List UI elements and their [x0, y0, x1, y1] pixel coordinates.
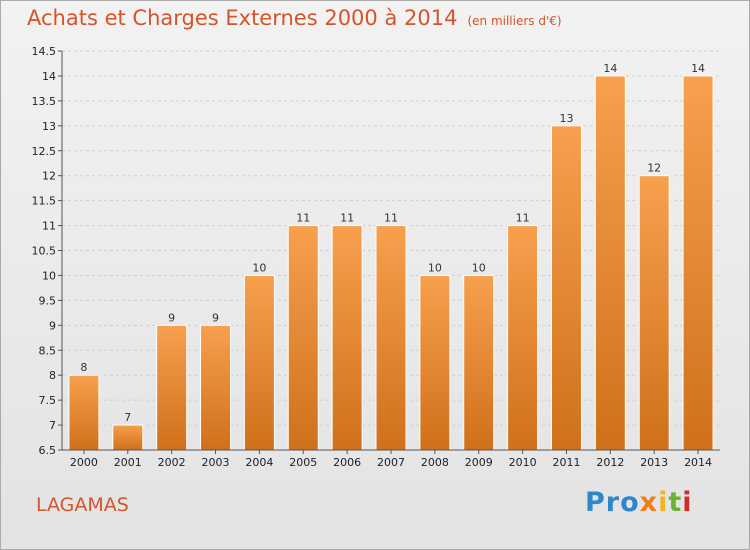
bar-value-label: 11	[384, 212, 398, 225]
logo-part-i: i	[658, 487, 669, 518]
bar	[200, 324, 232, 451]
bar-value-label: 9	[168, 311, 175, 324]
x-tick-label: 2004	[245, 456, 273, 469]
y-tick-label: 14	[42, 70, 56, 83]
bar-value-label: 10	[428, 261, 442, 274]
y-tick-label: 12.5	[32, 145, 57, 158]
bar	[419, 274, 451, 451]
bar-value-label: 10	[252, 261, 266, 274]
x-tick-label: 2011	[552, 456, 580, 469]
x-tick-label: 2007	[377, 456, 405, 469]
bar	[375, 225, 407, 451]
x-tick-label: 2008	[421, 456, 449, 469]
y-tick-label: 9	[49, 319, 56, 332]
y-tick-label: 9.5	[39, 294, 57, 307]
unit-label: (en milliers d'€)	[467, 14, 562, 28]
proxiti-logo: Proxiti	[585, 487, 693, 518]
bar-value-label: 9	[212, 311, 219, 324]
bar-value-label: 11	[516, 212, 530, 225]
bar	[287, 225, 319, 451]
x-tick-label: 2014	[684, 456, 712, 469]
x-tick-label: 2010	[509, 456, 537, 469]
bar	[638, 175, 670, 451]
y-tick-label: 7.5	[39, 394, 57, 407]
bar-value-label: 10	[472, 261, 486, 274]
y-tick-label: 14.5	[32, 45, 57, 58]
bar-value-label: 11	[340, 212, 354, 225]
axis-layer: 6.5 7 7.5 8 8.5 9 9.5 10 10.5 11 11.5 12 12.5 13 13.5 1…	[32, 45, 720, 469]
y-tick-label: 8.5	[39, 344, 57, 357]
y-tick-label: 12	[42, 170, 56, 183]
chart-title: Achats et Charges Externes 2000 à 2014 (e…	[27, 6, 562, 30]
y-tick-label: 10	[42, 269, 56, 282]
x-tick-label: 2013	[640, 456, 668, 469]
bar	[112, 424, 144, 451]
bar	[68, 374, 100, 451]
logo-part-pro: Pro	[585, 487, 640, 518]
bar	[594, 75, 626, 451]
x-tick-label: 2009	[465, 456, 493, 469]
bar-value-label: 13	[559, 112, 573, 125]
bar	[550, 125, 582, 451]
bar	[156, 324, 188, 451]
x-tick-label: 2012	[596, 456, 624, 469]
x-tick-label: 2000	[70, 456, 98, 469]
y-tick-label: 13	[42, 120, 56, 133]
bar	[463, 274, 495, 451]
bar-value-label: 8	[80, 361, 87, 374]
y-tick-label: 11.5	[32, 195, 57, 208]
bar	[331, 225, 363, 451]
commune-name: LAGAMAS	[36, 494, 129, 516]
logo-part-i2: i	[682, 487, 693, 518]
bar-layer: 8 7 9 9 10 11 11 11 10 10 11 13 14 12 14	[68, 62, 714, 451]
bar	[682, 75, 714, 451]
bar-value-label: 14	[691, 62, 705, 75]
bar	[507, 225, 539, 451]
bar-value-label: 11	[296, 212, 310, 225]
x-tick-label: 2002	[158, 456, 186, 469]
y-tick-label: 6.5	[39, 444, 57, 457]
title-text: Achats et Charges Externes 2000 à 2014	[27, 6, 458, 30]
y-tick-label: 10.5	[32, 245, 57, 258]
y-tick-label: 7	[49, 419, 56, 432]
y-tick-label: 8	[49, 369, 56, 382]
bar-value-label: 7	[124, 411, 131, 424]
y-tick-label: 11	[42, 220, 56, 233]
y-tick-label: 13.5	[32, 95, 57, 108]
x-tick-label: 2006	[333, 456, 361, 469]
logo-part-x: x	[639, 487, 659, 518]
x-tick-label: 2005	[289, 456, 317, 469]
bar	[243, 274, 275, 451]
bar-value-label: 12	[647, 162, 661, 175]
x-tick-label: 2003	[202, 456, 230, 469]
x-tick-label: 2001	[114, 456, 142, 469]
bar-value-label: 14	[603, 62, 617, 75]
logo-part-t: t	[668, 487, 683, 518]
